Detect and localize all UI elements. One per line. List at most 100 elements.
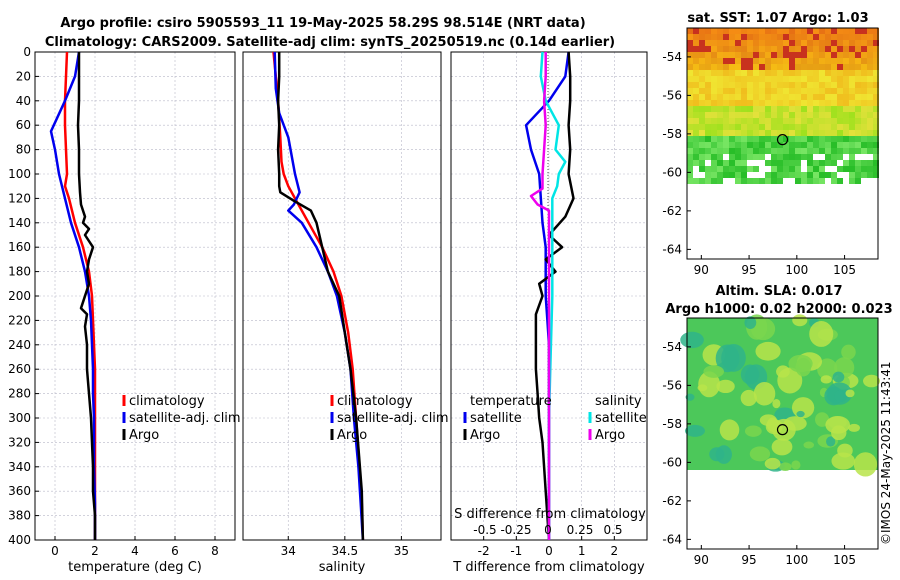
sla-anomaly-blob xyxy=(831,452,856,470)
sst-cell xyxy=(819,166,825,172)
sst-cell xyxy=(837,46,843,52)
sst-cell xyxy=(687,40,693,46)
sst-cell xyxy=(723,172,729,178)
sst-cell xyxy=(771,142,777,148)
sst-cell xyxy=(795,76,801,82)
sst-cell xyxy=(867,172,873,178)
sst-cell xyxy=(717,178,723,184)
legend-sal-argo-label: Argo xyxy=(595,428,625,443)
sst-cell xyxy=(687,136,693,142)
sst-cell xyxy=(843,166,849,172)
sst-cell xyxy=(831,100,837,106)
temperature-x-ticks: 0 2 4 6 8 xyxy=(51,536,219,558)
sst-cell xyxy=(687,112,693,118)
sst-cell xyxy=(843,118,849,124)
sst-cell xyxy=(789,64,795,70)
sst-cell xyxy=(813,58,819,64)
sst-cell xyxy=(813,88,819,94)
sst-cell xyxy=(687,142,693,148)
legend-satellite-label: satellite-adj. clim xyxy=(129,411,241,426)
difference-top-xlabel: S difference from climatology xyxy=(454,507,646,522)
sst-cell xyxy=(867,70,873,76)
sst-cell xyxy=(777,124,783,130)
sst-cell xyxy=(837,82,843,88)
sst-cell xyxy=(855,142,861,148)
sst-cell xyxy=(861,88,867,94)
sst-cell xyxy=(699,46,705,52)
sst-cell xyxy=(825,88,831,94)
sst-cell xyxy=(741,160,747,166)
sst-cell xyxy=(741,154,747,160)
sst-cell xyxy=(759,70,765,76)
depth-tick-label: 200 xyxy=(8,289,31,303)
sst-cell xyxy=(747,64,753,70)
sst-cell xyxy=(771,118,777,124)
sst-cell xyxy=(711,82,717,88)
sla-map-y-ticks: -54 -56 -58 -60 -62 -64 xyxy=(662,340,691,546)
sst-cell xyxy=(687,106,693,112)
sst-cell xyxy=(819,142,825,148)
depth-tick-label: 180 xyxy=(8,265,31,279)
sst-cell xyxy=(777,136,783,142)
sla-anomaly-blob xyxy=(834,389,848,403)
x-tick-label: 34.5 xyxy=(331,544,358,558)
sst-cell xyxy=(741,112,747,118)
sst-cell xyxy=(759,112,765,118)
sla-anomaly-blob xyxy=(716,379,735,394)
sst-cell xyxy=(849,70,855,76)
sst-cell xyxy=(771,88,777,94)
sst-cell xyxy=(789,34,795,40)
sst-cell xyxy=(705,166,711,172)
sst-cell xyxy=(747,52,753,58)
sst-cell xyxy=(753,52,759,58)
sst-cell xyxy=(693,136,699,142)
map-y-tick-label: -56 xyxy=(662,88,682,102)
sst-cell xyxy=(873,118,879,124)
sst-cell xyxy=(747,112,753,118)
sst-cell xyxy=(837,34,843,40)
sst-cell xyxy=(735,46,741,52)
sst-cell xyxy=(813,52,819,58)
legend-satellite-label: satellite-adj. clim xyxy=(337,411,449,426)
legend-climatology-label: climatology xyxy=(129,394,205,409)
sst-cell xyxy=(753,46,759,52)
sst-cell xyxy=(759,76,765,82)
sst-cell xyxy=(693,94,699,100)
sla-anomaly-blob xyxy=(721,343,746,372)
sst-cell xyxy=(873,94,879,100)
sst-cell xyxy=(711,166,717,172)
map-y-tick-label: -54 xyxy=(662,340,682,354)
sst-cell xyxy=(849,52,855,58)
sst-cell xyxy=(831,46,837,52)
sst-cell xyxy=(819,34,825,40)
sst-cell xyxy=(813,100,819,106)
sst-cell xyxy=(741,142,747,148)
sst-cell xyxy=(849,64,855,70)
sst-cell xyxy=(801,136,807,142)
legend-temp-satellite-label: satellite xyxy=(470,411,522,426)
sst-cell xyxy=(753,118,759,124)
sst-cell xyxy=(699,136,705,142)
sst-cell xyxy=(801,52,807,58)
sst-cell xyxy=(717,136,723,142)
sst-cell xyxy=(849,100,855,106)
sst-cell xyxy=(867,142,873,148)
sst-cell xyxy=(699,40,705,46)
sst-cell xyxy=(849,28,855,34)
sst-cell xyxy=(849,76,855,82)
sst-cell xyxy=(795,178,801,184)
sst-cell xyxy=(873,82,879,88)
map-y-tick-label: -58 xyxy=(662,417,682,431)
sst-cell xyxy=(711,46,717,52)
sst-cell xyxy=(729,148,735,154)
sst-cell xyxy=(711,142,717,148)
sst-cell xyxy=(837,124,843,130)
x-tick-label: 4 xyxy=(131,544,139,558)
sla-anomaly-blob xyxy=(779,462,792,472)
sst-cell xyxy=(801,112,807,118)
sst-cell xyxy=(723,76,729,82)
sst-cell xyxy=(837,112,843,118)
sst-cell xyxy=(759,46,765,52)
sst-cell xyxy=(849,46,855,52)
sla-anomaly-blob xyxy=(792,314,808,327)
